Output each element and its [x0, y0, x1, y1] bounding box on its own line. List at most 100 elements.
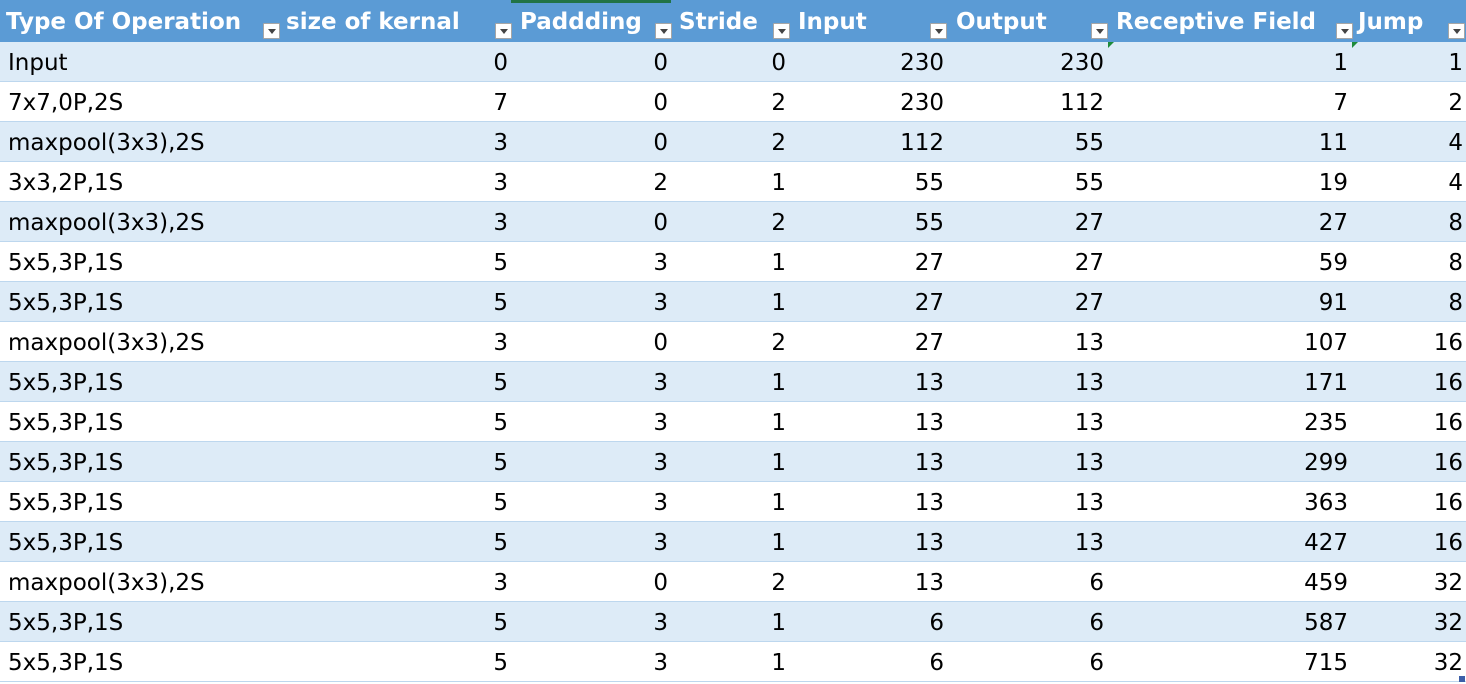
- cell-type-of-operation[interactable]: 5x5,3P,1S: [8, 650, 124, 676]
- cell-output[interactable]: 13: [1074, 370, 1104, 396]
- cell-jump[interactable]: 16: [1433, 330, 1463, 356]
- cell-stride[interactable]: 1: [771, 290, 786, 316]
- cell-input[interactable]: 112: [900, 130, 944, 156]
- cell-type-of-operation[interactable]: 5x5,3P,1S: [8, 410, 124, 436]
- cell-receptive-field[interactable]: 363: [1304, 490, 1348, 516]
- cell-receptive-field[interactable]: 715: [1304, 650, 1348, 676]
- cell-receptive-field[interactable]: 235: [1304, 410, 1348, 436]
- cell-paddding[interactable]: 0: [653, 130, 668, 156]
- cell-stride[interactable]: 2: [771, 330, 786, 356]
- cell-paddding[interactable]: 3: [653, 450, 668, 476]
- cell-output[interactable]: 55: [1074, 170, 1104, 196]
- cell-input[interactable]: 55: [914, 170, 944, 196]
- cell-jump[interactable]: 16: [1433, 490, 1463, 516]
- cell-input[interactable]: 13: [914, 490, 944, 516]
- cell-jump[interactable]: 8: [1448, 250, 1463, 276]
- cell-stride[interactable]: 1: [771, 170, 786, 196]
- cell-paddding[interactable]: 0: [653, 330, 668, 356]
- cell-input[interactable]: 55: [914, 210, 944, 236]
- cell-receptive-field[interactable]: 459: [1304, 570, 1348, 596]
- cell-input[interactable]: 230: [900, 50, 944, 76]
- cell-receptive-field[interactable]: 27: [1318, 210, 1348, 236]
- cell-size-of-kernal[interactable]: 5: [493, 650, 508, 676]
- cell-receptive-field[interactable]: 11: [1318, 130, 1348, 156]
- cell-output[interactable]: 13: [1074, 530, 1104, 556]
- column-header-jump[interactable]: Jump: [1358, 9, 1424, 35]
- cell-type-of-operation[interactable]: maxpool(3x3),2S: [8, 570, 205, 596]
- cell-size-of-kernal[interactable]: 5: [493, 250, 508, 276]
- cell-receptive-field[interactable]: 107: [1304, 330, 1348, 356]
- cell-type-of-operation[interactable]: 5x5,3P,1S: [8, 290, 124, 316]
- cell-stride[interactable]: 2: [771, 130, 786, 156]
- cell-size-of-kernal[interactable]: 3: [493, 330, 508, 356]
- cell-size-of-kernal[interactable]: 3: [493, 130, 508, 156]
- cell-receptive-field[interactable]: 1: [1333, 50, 1348, 76]
- filter-dropdown-icon[interactable]: [930, 23, 947, 39]
- cell-size-of-kernal[interactable]: 5: [493, 610, 508, 636]
- cell-receptive-field[interactable]: 59: [1318, 250, 1348, 276]
- cell-receptive-field[interactable]: 427: [1304, 530, 1348, 556]
- cell-size-of-kernal[interactable]: 5: [493, 370, 508, 396]
- filter-dropdown-icon[interactable]: [495, 23, 512, 39]
- cell-output[interactable]: 27: [1074, 250, 1104, 276]
- cell-paddding[interactable]: 0: [653, 90, 668, 116]
- cell-jump[interactable]: 32: [1433, 650, 1463, 676]
- column-header-input[interactable]: Input: [798, 9, 867, 35]
- cell-output[interactable]: 13: [1074, 450, 1104, 476]
- cell-input[interactable]: 13: [914, 450, 944, 476]
- cell-jump[interactable]: 16: [1433, 530, 1463, 556]
- cell-input[interactable]: 13: [914, 410, 944, 436]
- cell-input[interactable]: 27: [914, 250, 944, 276]
- cell-type-of-operation[interactable]: 5x5,3P,1S: [8, 490, 124, 516]
- cell-receptive-field[interactable]: 19: [1318, 170, 1348, 196]
- cell-input[interactable]: 6: [929, 650, 944, 676]
- cell-type-of-operation[interactable]: 5x5,3P,1S: [8, 450, 124, 476]
- filter-dropdown-icon[interactable]: [655, 23, 672, 39]
- cell-paddding[interactable]: 3: [653, 650, 668, 676]
- cell-stride[interactable]: 0: [771, 50, 786, 76]
- cell-type-of-operation[interactable]: maxpool(3x3),2S: [8, 210, 205, 236]
- cell-jump[interactable]: 2: [1448, 90, 1463, 116]
- filter-dropdown-icon[interactable]: [1336, 23, 1353, 39]
- cell-stride[interactable]: 1: [771, 650, 786, 676]
- cell-type-of-operation[interactable]: 5x5,3P,1S: [8, 250, 124, 276]
- cell-paddding[interactable]: 3: [653, 490, 668, 516]
- cell-output[interactable]: 27: [1074, 290, 1104, 316]
- cell-stride[interactable]: 2: [771, 210, 786, 236]
- cell-stride[interactable]: 1: [771, 410, 786, 436]
- cell-type-of-operation[interactable]: 7x7,0P,2S: [8, 90, 124, 116]
- cell-output[interactable]: 112: [1060, 90, 1104, 116]
- cell-stride[interactable]: 1: [771, 490, 786, 516]
- cell-stride[interactable]: 1: [771, 250, 786, 276]
- column-header-receptive-field[interactable]: Receptive Field: [1116, 9, 1317, 35]
- cell-input[interactable]: 27: [914, 330, 944, 356]
- cell-jump[interactable]: 1: [1448, 50, 1463, 76]
- cell-type-of-operation[interactable]: 5x5,3P,1S: [8, 530, 124, 556]
- cell-size-of-kernal[interactable]: 3: [493, 170, 508, 196]
- cell-size-of-kernal[interactable]: 5: [493, 450, 508, 476]
- cell-size-of-kernal[interactable]: 5: [493, 530, 508, 556]
- cell-stride[interactable]: 2: [771, 90, 786, 116]
- cell-size-of-kernal[interactable]: 3: [493, 210, 508, 236]
- cell-type-of-operation[interactable]: 3x3,2P,1S: [8, 170, 124, 196]
- cell-paddding[interactable]: 0: [653, 50, 668, 76]
- cell-jump[interactable]: 32: [1433, 610, 1463, 636]
- cell-input[interactable]: 13: [914, 570, 944, 596]
- cell-input[interactable]: 13: [914, 370, 944, 396]
- cell-size-of-kernal[interactable]: 5: [493, 410, 508, 436]
- column-header-output[interactable]: Output: [956, 9, 1047, 35]
- cell-paddding[interactable]: 0: [653, 570, 668, 596]
- cell-receptive-field[interactable]: 171: [1304, 370, 1348, 396]
- cell-output[interactable]: 6: [1089, 570, 1104, 596]
- cell-receptive-field[interactable]: 587: [1304, 610, 1348, 636]
- cell-size-of-kernal[interactable]: 0: [493, 50, 508, 76]
- column-header-stride[interactable]: Stride: [679, 9, 758, 35]
- cell-type-of-operation[interactable]: maxpool(3x3),2S: [8, 330, 205, 356]
- cell-stride[interactable]: 1: [771, 370, 786, 396]
- filter-dropdown-icon[interactable]: [1448, 23, 1465, 39]
- cell-paddding[interactable]: 2: [653, 170, 668, 196]
- cell-stride[interactable]: 1: [771, 450, 786, 476]
- cell-input[interactable]: 27: [914, 290, 944, 316]
- filter-dropdown-icon[interactable]: [263, 23, 280, 39]
- cell-output[interactable]: 27: [1074, 210, 1104, 236]
